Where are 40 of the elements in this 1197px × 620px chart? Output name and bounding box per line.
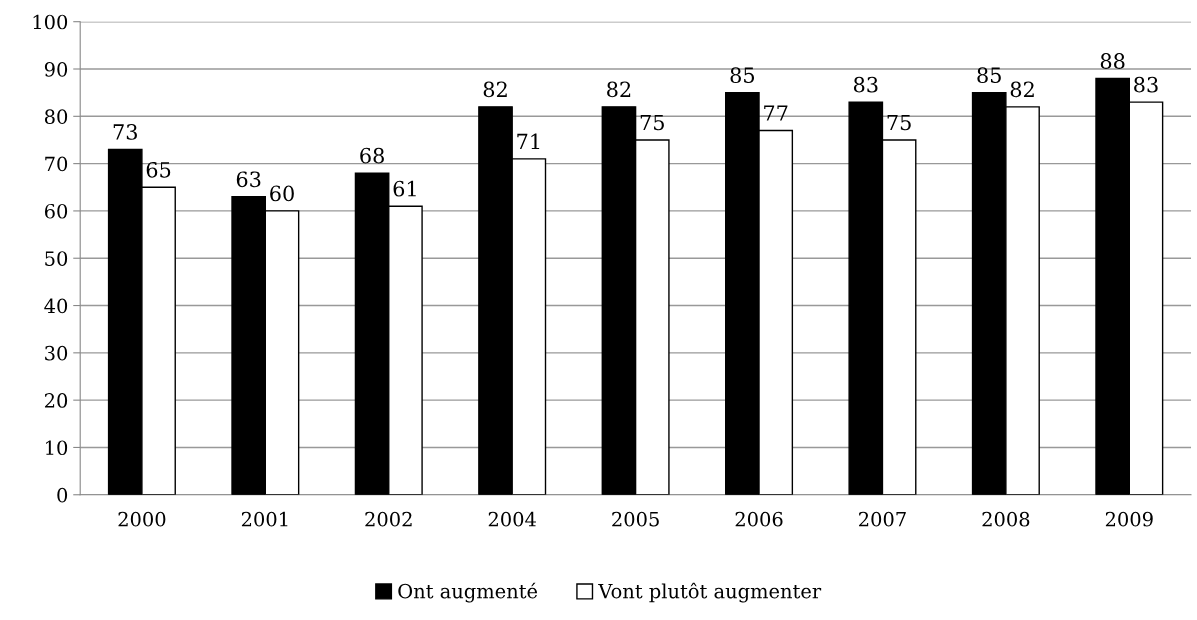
data-label: 85 xyxy=(730,67,755,84)
x-tick-label: 2005 xyxy=(612,511,659,527)
x-tick-label: 2007 xyxy=(859,511,906,527)
data-label: 83 xyxy=(1134,76,1158,93)
y-tick-label: 90 xyxy=(44,61,68,77)
legend-label: Ont augmenté xyxy=(398,582,538,603)
y-tick-label: 80 xyxy=(44,109,68,124)
x-tick-label: 2006 xyxy=(735,511,783,527)
data-label: 75 xyxy=(887,114,911,131)
y-tick-label: 50 xyxy=(45,251,68,266)
x-tick-label: 2009 xyxy=(1105,511,1153,527)
y-tick-label: 70 xyxy=(45,156,68,172)
y-tick-label: 0 xyxy=(57,487,68,503)
data-label: 75 xyxy=(640,114,664,131)
data-label: 88 xyxy=(1100,53,1125,69)
data-label: 68 xyxy=(360,147,384,164)
x-tick-label: 2001 xyxy=(241,511,288,527)
y-tick-label: 30 xyxy=(45,345,68,361)
y-tick-label: 60 xyxy=(44,203,68,219)
data-label: 61 xyxy=(393,180,416,197)
data-label: 82 xyxy=(607,81,631,98)
data-label: 65 xyxy=(146,161,171,178)
y-tick-label: 40 xyxy=(44,298,68,314)
y-tick-label: 20 xyxy=(44,393,68,408)
legend-label: Vont plutôt augmenter xyxy=(598,582,822,603)
data-label: 60 xyxy=(270,185,294,202)
x-tick-label: 2002 xyxy=(365,511,412,527)
data-label: 85 xyxy=(977,67,1001,84)
y-tick-label: 10 xyxy=(46,440,68,456)
data-label: 82 xyxy=(483,81,507,98)
data-label: 83 xyxy=(853,76,878,93)
data-label: 63 xyxy=(236,171,261,188)
x-tick-label: 2008 xyxy=(982,511,1030,527)
data-label: 82 xyxy=(1010,81,1034,98)
data-label: 77 xyxy=(764,105,788,121)
data-label: 71 xyxy=(517,133,540,149)
x-tick-label: 2000 xyxy=(118,511,166,527)
data-label: 73 xyxy=(113,124,137,140)
y-tick-label: 100 xyxy=(33,14,68,30)
x-tick-label: 2004 xyxy=(488,511,536,527)
